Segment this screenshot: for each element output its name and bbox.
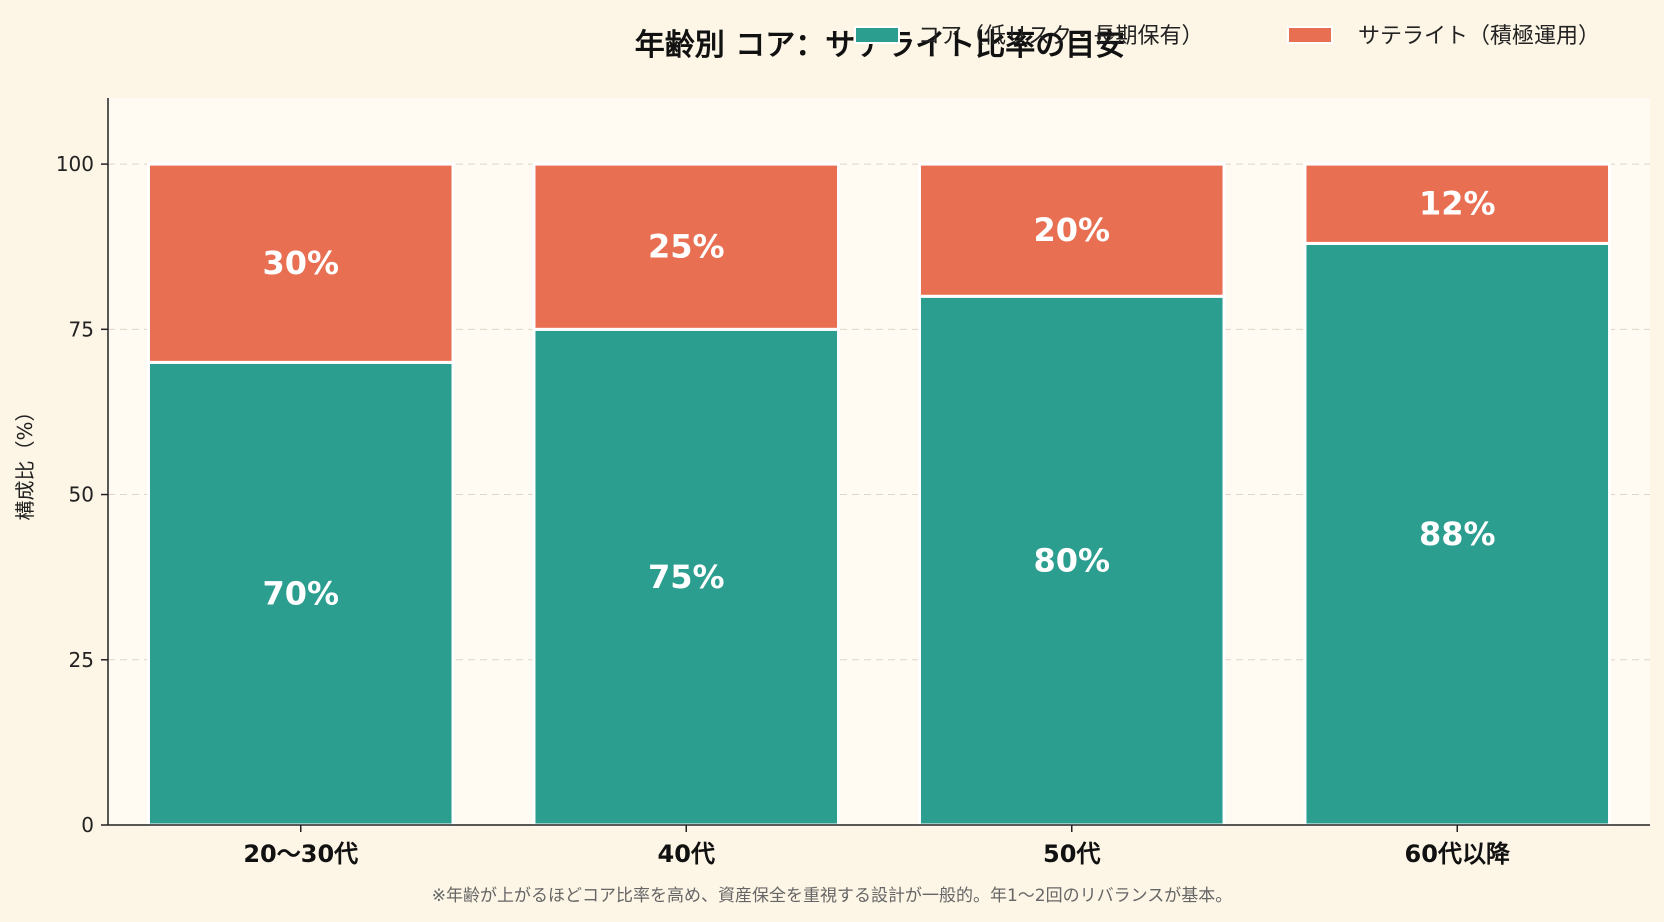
bar-labels: 70% 30% 75% 25% 80% 20% 88% 12% — [262, 185, 1495, 613]
bar-label-satellite-3: 12% — [1419, 185, 1496, 223]
y-tick-label: 50 — [69, 483, 94, 507]
x-ticks: 20〜30代 40代 50代 60代以降 — [243, 825, 1511, 868]
bars — [146, 162, 1612, 827]
legend-label-core: コア（低リスク・長期保有） — [918, 24, 1204, 49]
bar-label-satellite-1: 25% — [648, 228, 725, 266]
x-tick-label: 50代 — [1043, 840, 1100, 868]
bar-core-3 — [1303, 241, 1612, 827]
x-tick-label: 20〜30代 — [243, 840, 358, 868]
bar-satellite-1 — [532, 162, 841, 331]
bar-satellite-3 — [1303, 162, 1612, 245]
bar-label-core-3: 88% — [1419, 515, 1496, 553]
x-tick-label: 60代以降 — [1405, 840, 1511, 868]
y-tick-label: 0 — [81, 813, 94, 837]
bar-core-1 — [532, 327, 841, 827]
bar-label-core-2: 80% — [1033, 542, 1110, 580]
legend-swatch-core — [854, 26, 900, 44]
x-tick-label: 40代 — [658, 840, 715, 868]
y-tick-label: 75 — [69, 317, 94, 341]
bar-core-2 — [917, 294, 1226, 827]
legend-swatch-satellite — [1287, 26, 1333, 44]
footnote: ※年齢が上がるほどコア比率を高め、資産保全を重視する設計が一般的。年1〜2回のリ… — [432, 886, 1233, 906]
y-tick-label: 25 — [69, 648, 94, 672]
bar-satellite-0 — [146, 162, 455, 364]
y-ticks: 0 25 50 75 100 — [56, 152, 108, 837]
bar-satellite-2 — [917, 162, 1226, 298]
legend-label-satellite: サテライト（積極運用） — [1358, 24, 1600, 49]
bar-label-core-0: 70% — [262, 575, 339, 613]
bar-label-core-1: 75% — [648, 558, 725, 596]
bar-label-satellite-0: 30% — [262, 244, 339, 282]
bar-label-satellite-2: 20% — [1033, 211, 1110, 249]
y-axis-label: 構成比（%） — [13, 401, 37, 520]
y-tick-label: 100 — [56, 152, 94, 176]
legend: コア（低リスク・長期保有） サテライト（積極運用） — [854, 24, 1600, 49]
